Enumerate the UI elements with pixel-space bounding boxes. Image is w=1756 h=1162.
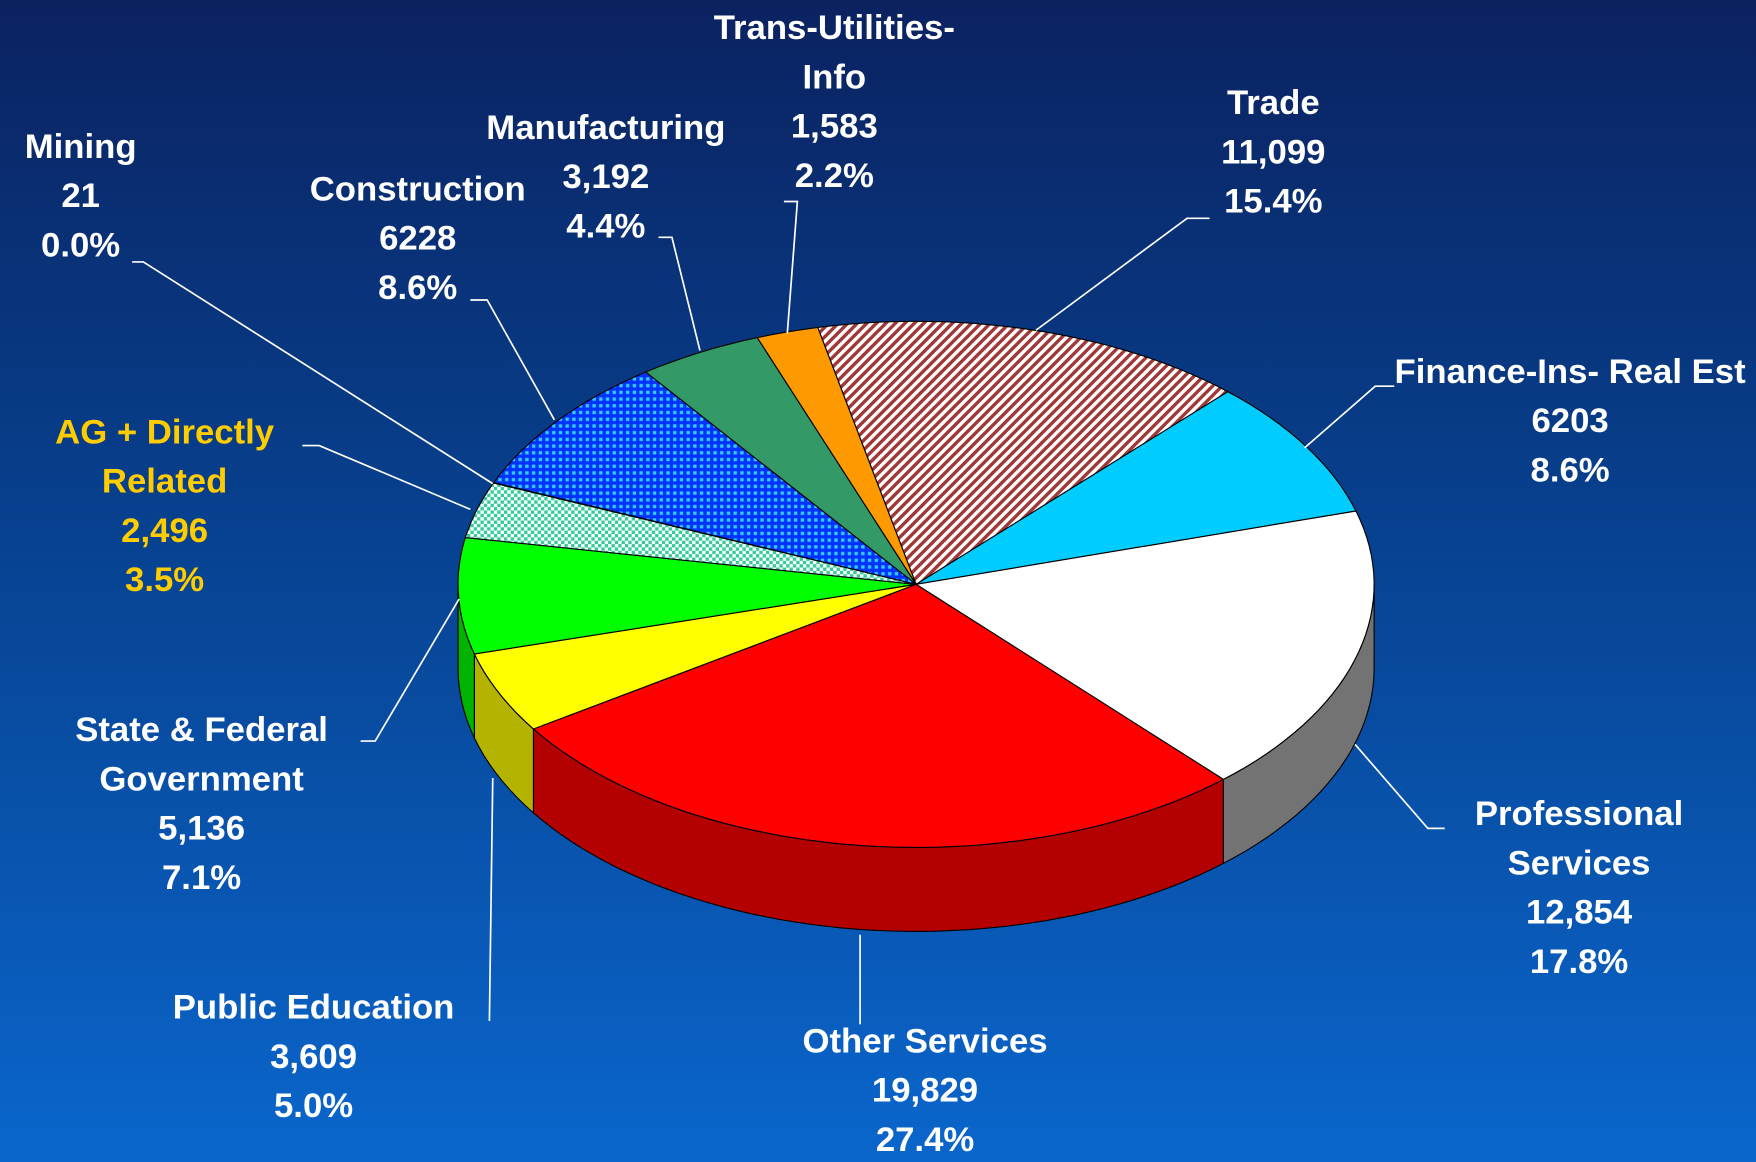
pie-slice [492,371,917,585]
category-label: Trans-Utilities-Info [713,7,955,97]
percent-label: 15.4% [1224,181,1323,221]
percent-label: 8.6% [1530,450,1610,490]
pie-slice [473,583,917,730]
percent-label: 7.1% [162,857,242,897]
slice-label: Construction 6228 8.6% [278,165,558,313]
leader-line [132,261,494,485]
leader-line [470,299,556,421]
percent-label: 27.4% [875,1119,975,1159]
value-label: 3,609 [270,1036,358,1076]
percent-label: 17.8% [1529,941,1629,981]
slice-label: Trans-Utilities-Info 1,583 2.2% [689,3,980,200]
value-label: 2,496 [121,510,209,550]
leader-line [302,444,471,511]
leader-line [783,200,799,334]
percent-label: 4.4% [566,205,646,246]
pie-slice [457,536,917,655]
percent-label: 0.0% [41,225,121,265]
slice-label: Finance-Ins- Real Est 6203 8.6% [1385,347,1755,495]
value-label: 3,192 [562,156,650,196]
value-label: 1,583 [790,106,878,146]
leader-line [658,236,701,351]
value-label: 5,136 [158,808,246,848]
value-label: 6228 [379,218,457,258]
category-label: Construction [309,169,526,209]
pie-slice [914,510,1375,781]
category-label: Finance-Ins- Real Est [1394,351,1746,391]
slice-label: AG + Directly Related 2,496 3.5% [19,407,310,604]
category-label: AG + Directly Related [55,411,275,501]
category-label: Mining [24,126,137,166]
value-label: 11,099 [1221,132,1326,172]
slice-label: State & Federal Government 5,136 7.1% [34,705,370,902]
leader-line [1304,385,1395,449]
percent-label: 8.6% [378,267,458,307]
percent-label: 2.2% [794,155,874,195]
slice-label: Mining 21 0.0% [0,122,165,270]
category-label: State & Federal Government [75,709,328,799]
slice-label: Other Services 19,829 27.4% [757,1016,1093,1162]
percent-label: 5.0% [273,1085,354,1126]
value-label: 12,854 [1525,892,1633,932]
category-label: Other Services [802,1020,1048,1061]
pie-slice [644,336,917,585]
pie-slice [464,482,917,585]
leader-line [1354,743,1445,830]
slice-label: Trade 11,099 15.4% [1161,78,1385,226]
percent-label: 3.5% [125,559,205,599]
value-label: 6203 [1531,400,1609,440]
pie-slice [532,583,1225,848]
slice-label: Manufacturing 3,192 4.4% [449,103,763,251]
value-label: 21 [61,175,100,215]
slice-label: Professional Services 12,854 17.8% [1445,789,1714,986]
value-label: 19,829 [871,1070,979,1110]
category-label: Trade [1227,82,1320,123]
leader-line [360,598,460,742]
slice-label: Public Education 3,609 5.0% [123,983,504,1131]
category-label: Professional Services [1474,793,1684,883]
leader-line [488,778,494,1021]
category-label: Manufacturing [486,107,726,147]
leader-line [1035,217,1210,331]
category-label: Public Education [172,987,455,1027]
